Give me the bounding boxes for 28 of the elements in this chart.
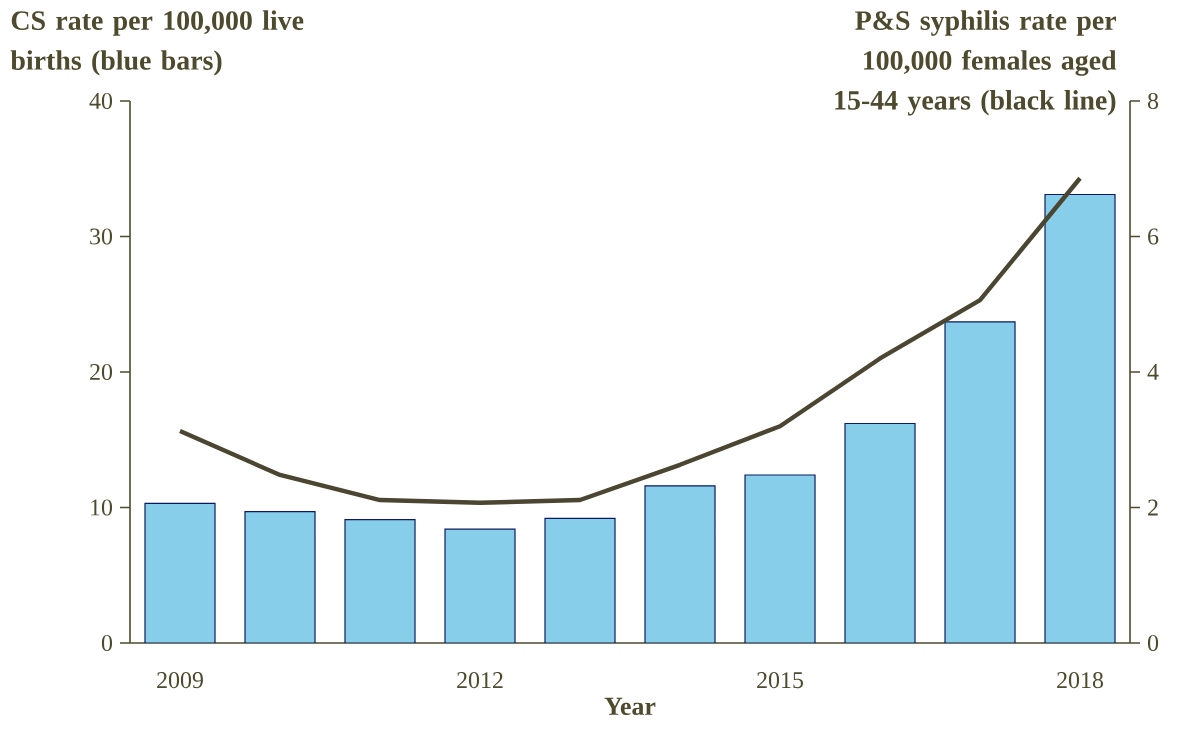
y2-tick-label: 8 <box>1147 92 1159 110</box>
y2-axis-title: P&S syphilis rate per 100,000 females aged 15-44 years (black line) <box>835 10 1117 116</box>
bar <box>644 485 716 643</box>
bar <box>944 321 1016 643</box>
bar <box>1044 193 1116 643</box>
bar <box>444 528 516 643</box>
x-tick-label: 2009 <box>157 672 203 689</box>
bar <box>744 474 816 643</box>
y-tick-label: 30 <box>90 228 113 245</box>
y-tick-label: 10 <box>91 499 113 516</box>
y2-tick-label: 0 <box>1147 634 1159 652</box>
x-tick-label: 2015 <box>757 672 803 689</box>
y-axis-title: CS rate per 100,000 live births (blue bars) <box>10 10 304 76</box>
bar <box>544 517 616 643</box>
y-tick-label: 40 <box>89 92 113 110</box>
x-tick-label: 2012 <box>457 672 503 689</box>
bar <box>144 502 216 643</box>
x-axis-title: Year <box>604 697 656 716</box>
y-tick-label: 20 <box>90 363 113 381</box>
x-tick-label: 2018 <box>1057 672 1103 689</box>
bar <box>844 422 916 643</box>
y2-tick-label: 2 <box>1148 499 1158 516</box>
line-series <box>177 176 1083 505</box>
y2-tick-label: 6 <box>1148 228 1159 245</box>
y2-tick-label: 4 <box>1147 364 1159 380</box>
y-tick-label: 0 <box>101 634 113 652</box>
bar <box>344 519 416 643</box>
bar <box>244 510 316 643</box>
